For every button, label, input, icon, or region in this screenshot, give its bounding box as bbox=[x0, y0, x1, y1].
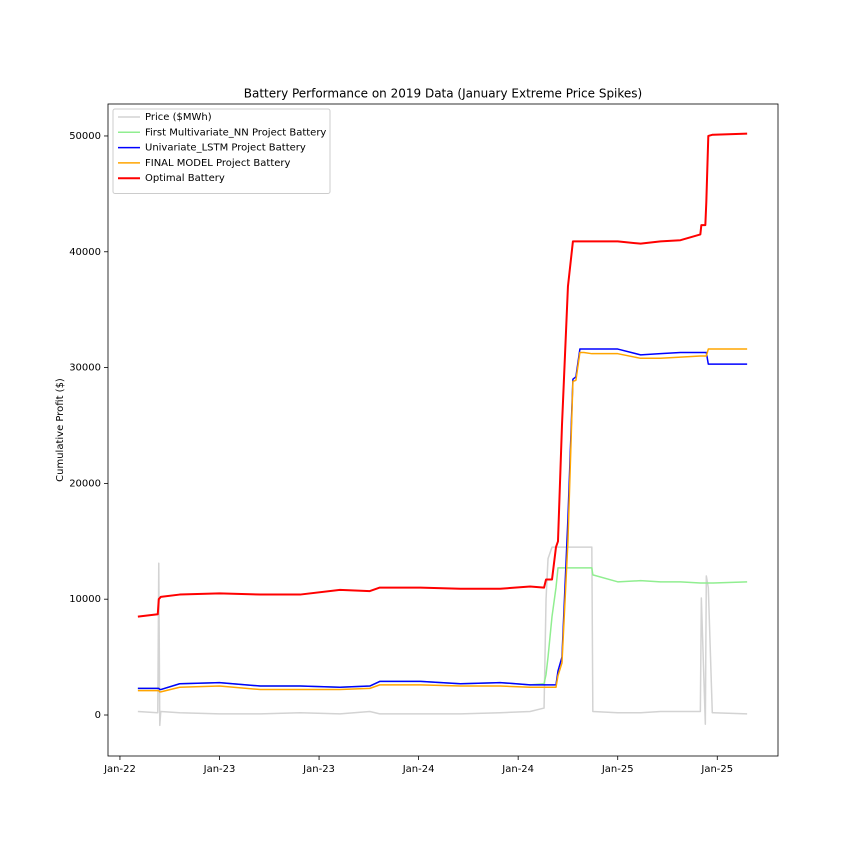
y-axis-label: Cumulative Profit ($) bbox=[55, 378, 66, 482]
y-tick-label: 0 bbox=[95, 710, 101, 721]
y-tick-label: 20000 bbox=[69, 478, 101, 489]
legend-label: Optimal Battery bbox=[145, 173, 225, 184]
x-tick-label: Jan-23 bbox=[203, 764, 236, 775]
axes-frame bbox=[107, 103, 779, 757]
legend-label: Price ($MWh) bbox=[145, 112, 212, 123]
plot-area bbox=[137, 132, 748, 727]
x-tick-label: Jan-22 bbox=[103, 764, 136, 775]
y-tick-label: 40000 bbox=[69, 247, 101, 258]
x-tick-label: Jan-24 bbox=[501, 764, 534, 775]
y-tick-label: 10000 bbox=[69, 594, 101, 605]
legend-label: Univariate_LSTM Project Battery bbox=[145, 143, 306, 154]
x-tick-label: Jan-23 bbox=[302, 764, 335, 775]
legend-label: FINAL MODEL Project Battery bbox=[145, 158, 291, 169]
series-line bbox=[137, 132, 748, 618]
chart-title: Battery Performance on 2019 Data (Januar… bbox=[244, 87, 642, 101]
x-tick-label: Jan-25 bbox=[700, 764, 733, 775]
y-tick-label: 50000 bbox=[69, 131, 101, 142]
legend-label: First Multivariate_NN Project Battery bbox=[145, 127, 326, 138]
x-tick-label: Jan-25 bbox=[601, 764, 634, 775]
series-line bbox=[137, 348, 748, 693]
x-tick-label: Jan-24 bbox=[402, 764, 435, 775]
legend: Price ($MWh) First Multivariate_NN Projec… bbox=[112, 108, 331, 194]
legend-frame bbox=[112, 108, 331, 194]
y-tick-label: 30000 bbox=[69, 363, 101, 374]
